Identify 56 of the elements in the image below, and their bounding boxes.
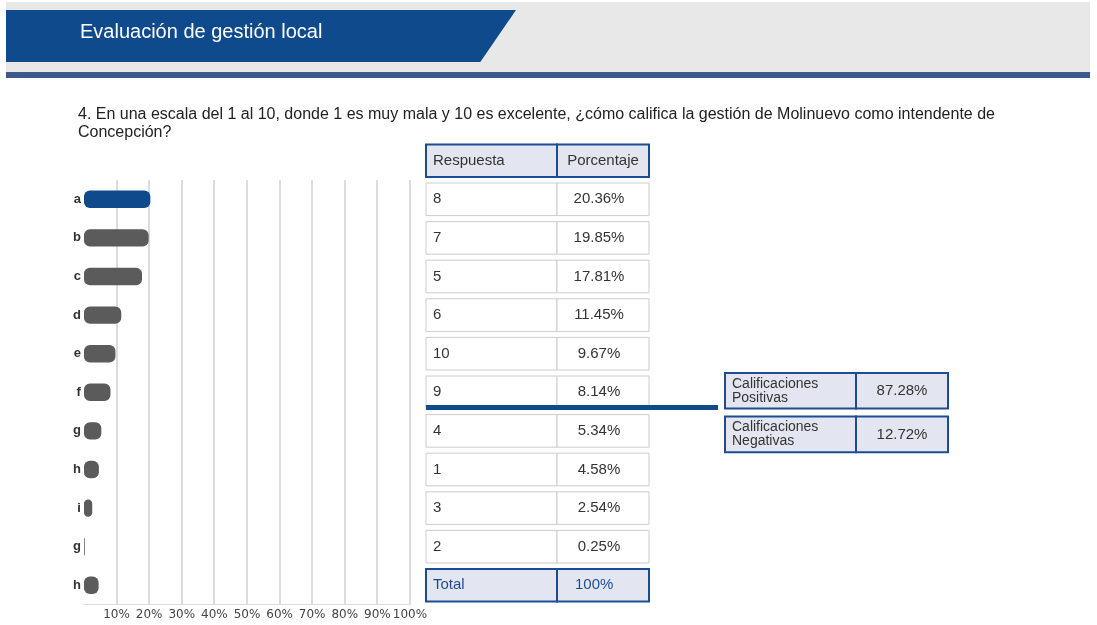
data-label: 11.45% [574,305,624,323]
y-tick-label: g [72,538,81,554]
text: 4. En una escala del 1 al 10, donde 1 es muy mala y 10 es excelente, ¿cómo califica la gestión de Molinuevo como intendente de Concepción? [78,105,996,141]
text: Porcentaje [567,150,639,168]
data-label: 2.54% [577,498,621,516]
y-tick-label: i [77,499,81,515]
y2-tick-label: 1 [433,459,442,477]
y2-tick-label: Total [433,575,465,593]
text: 87.28% [876,380,928,398]
data-label: 19.85% [573,228,625,246]
y-tick-label: h [72,461,81,477]
x-tick-label: 10% [103,606,130,621]
text: Calificaciones Negativas [732,418,819,449]
text: 12.72% [876,424,928,442]
y-tick-label: g [72,422,81,438]
x-tick-label: 80% [331,606,359,621]
y-tick-label: e [73,345,81,361]
data-label: 4.58% [577,459,621,477]
y2-tick-label: 10 [433,343,450,361]
bar [83,229,149,247]
x-tick-label: 50% [233,606,261,621]
bar [83,190,151,208]
text: 100% [575,575,614,593]
y2-tick-label: 2 [433,536,442,554]
data-label: 8.14% [577,382,621,400]
bar [83,306,122,324]
data-label: 9.67% [577,343,621,361]
x-tick-label: 30% [168,606,196,621]
y2-tick-label: 3 [433,498,442,516]
x-tick-label: 20% [135,606,163,621]
y-tick-label: d [72,306,81,322]
y-tick-label: a [73,190,82,206]
x-tick-label: 100% [392,606,428,621]
text: Respuesta [433,150,506,168]
y2-tick-label: 9 [433,382,442,400]
data-label: 5.34% [577,421,621,439]
bar [83,267,143,286]
data-label: 17.81% [573,266,625,284]
y-tick-label: b [72,229,81,245]
y2-tick-label: 4 [433,421,442,439]
y-tick-label: c [73,268,81,284]
text: Calificaciones Positivas [732,374,819,405]
y-tick-label: f [76,383,82,399]
y2-tick-label: 8 [433,189,442,207]
x-tick-label: 60% [266,606,293,621]
y-tick-label: h [72,576,81,592]
y2-tick-label: 5 [433,266,442,284]
x-tick-label: 70% [298,606,326,621]
data-label: 0.25% [577,536,621,554]
y2-tick-label: 6 [433,305,442,323]
x-tick-label: 90% [364,606,391,621]
y2-tick-label: 7 [433,228,442,246]
bar [83,345,116,363]
x-tick-label: 40% [201,606,228,621]
chart-title: Evaluación de gestión local [80,20,323,43]
data-label: 20.36% [573,189,625,207]
